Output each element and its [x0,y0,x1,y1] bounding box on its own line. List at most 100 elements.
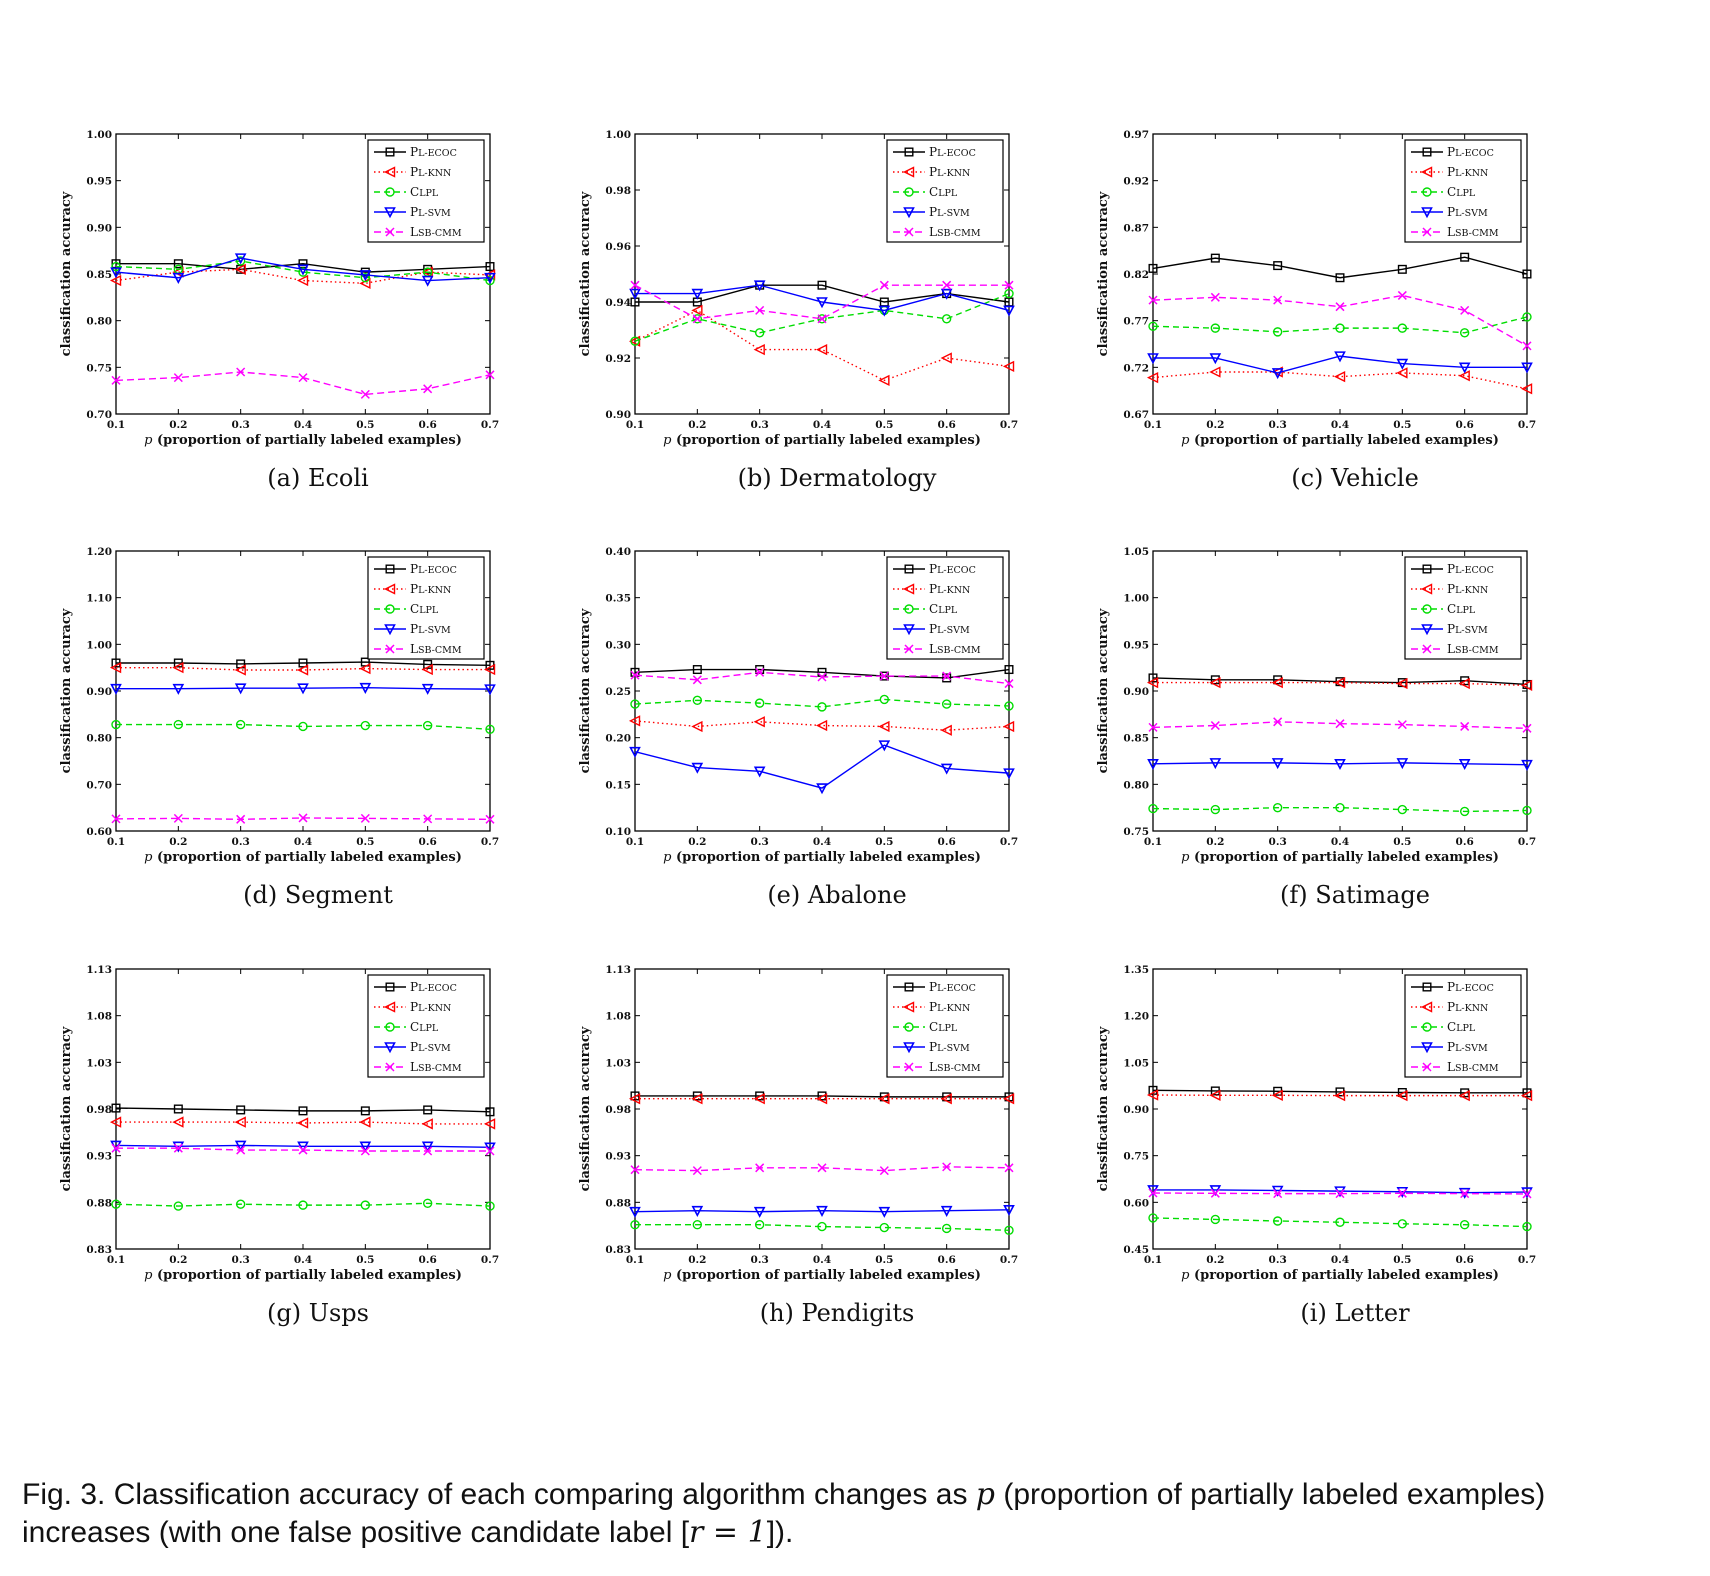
series-line [1152,1094,1527,1097]
x-tick-label: 0.2 [1206,1254,1224,1266]
data-point [172,662,184,674]
x-axis-label: p (proportion of partially labeled examp… [663,433,981,448]
legend-marker [902,583,915,595]
legend-entry-pl-ecoc: PL-ECOC [374,562,457,576]
x-axis-label: p (proportion of partially labeled examp… [663,1268,981,1283]
x-tick-label: 0.3 [751,836,769,848]
legend-marker [904,1062,914,1072]
data-point [1004,701,1014,711]
subcaption-letter: (b) [737,464,780,492]
data-point [940,288,953,300]
y-tick-label: 0.25 [605,686,631,698]
x-axis-label-text: (proportion of partially labeled example… [152,433,461,448]
data-point [485,724,495,734]
y-tick-label: 1.13 [86,964,112,976]
series-line [1153,355,1527,374]
data-point [815,343,828,356]
data-point [111,375,121,385]
legend-entry-lsb-cmm: LSB-CMM [1411,225,1499,239]
legend-entry-pl-knn: PL-KNN [1411,1000,1488,1014]
x-tick-label: 0.4 [294,419,312,431]
data-point [1272,802,1283,813]
series-lsb-cmm [111,367,495,399]
x-tick-label: 0.1 [107,836,125,848]
data-point [1334,759,1346,771]
y-tick-label: 0.10 [605,826,631,838]
series-lsb-cmm [1148,1188,1532,1199]
series-clpl [111,719,495,734]
series-line [1152,1217,1528,1228]
data-point [110,267,122,279]
data-point [360,273,371,283]
legend-marker [1420,583,1433,595]
data-point [691,720,703,733]
chart-svg: 0.45 0.60 0.75 0.90 1.05 1.20 1.35 0.1 0.2 0.3 0.4… [1096,964,1536,1283]
x-tick-label: 0.5 [875,836,893,848]
x-tick-label: 0.3 [1269,1254,1287,1266]
data-point [1146,676,1159,689]
series-pl-knn [1146,1089,1533,1102]
data-point [1459,806,1470,817]
legend-box [1404,139,1522,243]
x-tick-label: 0.5 [875,1254,893,1266]
data-point [753,343,765,356]
data-point [879,671,889,681]
x-tick-label: 0.6 [419,1254,437,1266]
data-point [753,1206,766,1218]
data-point [423,1146,433,1156]
data-point [942,280,952,290]
subcaption: (a) Ecoli [48,464,588,492]
series-lsb-cmm [630,667,1014,689]
legend-marker [385,604,395,614]
x-tick-label: 0.6 [938,836,956,848]
legend-entry-pl-ecoc: PL-ECOC [374,980,457,994]
y-tick-label: 0.67 [1123,409,1149,421]
data-point [1148,1213,1158,1223]
data-point [1397,1088,1407,1098]
data-point [234,1140,247,1152]
legend-entry-clpl: CLPL [893,602,958,616]
legend-entry-pl-knn: PL-KNN [893,1000,970,1014]
data-point [1004,288,1014,299]
x-tick-label: 0.2 [1206,419,1224,431]
data-point [942,673,952,683]
y-tick-label: 0.93 [86,1151,112,1163]
y-tick-label: 0.87 [1123,222,1149,234]
y-tick-label: 1.00 [86,639,112,651]
y-tick-label: 0.70 [86,409,112,421]
legend-marker [1422,227,1432,237]
data-point [941,1223,952,1234]
data-point [753,716,765,728]
data-point [234,253,247,265]
series-pl-svm [110,682,496,696]
series-pl-knn [628,1093,1015,1105]
y-tick-label: 0.90 [86,222,112,234]
caption-line-2: increases (with one false positive candi… [22,1515,794,1550]
legend: PL-ECOC PL-KNN CLPL PL-SVM LSB-CMM [886,139,1004,243]
series-line [116,661,491,667]
x-tick-label: 0.3 [1269,419,1287,431]
data-point [1148,722,1158,732]
figure-caption: Fig. 3. Classification accuracy of each … [22,1476,1710,1552]
chart-svg: 0.10 0.15 0.20 0.25 0.30 0.35 0.40 0.1 0.2 0.3 0.4… [578,546,1018,865]
chart-svg: 0.90 0.92 0.94 0.96 0.98 1.00 0.1 0.2 0.3 0.4 0.5 0… [578,129,1018,448]
data-point [234,263,246,275]
legend: PL-ECOC PL-KNN CLPL PL-SVM LSB-CMM [367,139,485,243]
x-tick-label: 0.4 [813,419,831,431]
subcaption-letter: (d) [243,881,285,909]
data-point [755,667,765,677]
chart-panel-letter: 0.45 0.60 0.75 0.90 1.05 1.20 1.35 0.1 0.2 0.3 0.4… [1085,935,1625,1365]
data-point [692,1166,702,1176]
legend-marker [385,1062,395,1072]
x-axis-label: p (proportion of partially labeled examp… [144,433,462,448]
data-point [297,1141,309,1153]
data-point [1147,353,1159,365]
x-tick-label: 0.1 [1144,419,1162,431]
series-line [115,1107,491,1113]
x-axis-label-text: (proportion of partially labeled example… [1189,433,1498,448]
data-point [817,1163,827,1173]
data-point [629,746,641,758]
legend-label: PL-ECOC [410,145,457,159]
series-pl-knn [109,662,496,676]
y-tick-label: 0.80 [86,733,112,745]
